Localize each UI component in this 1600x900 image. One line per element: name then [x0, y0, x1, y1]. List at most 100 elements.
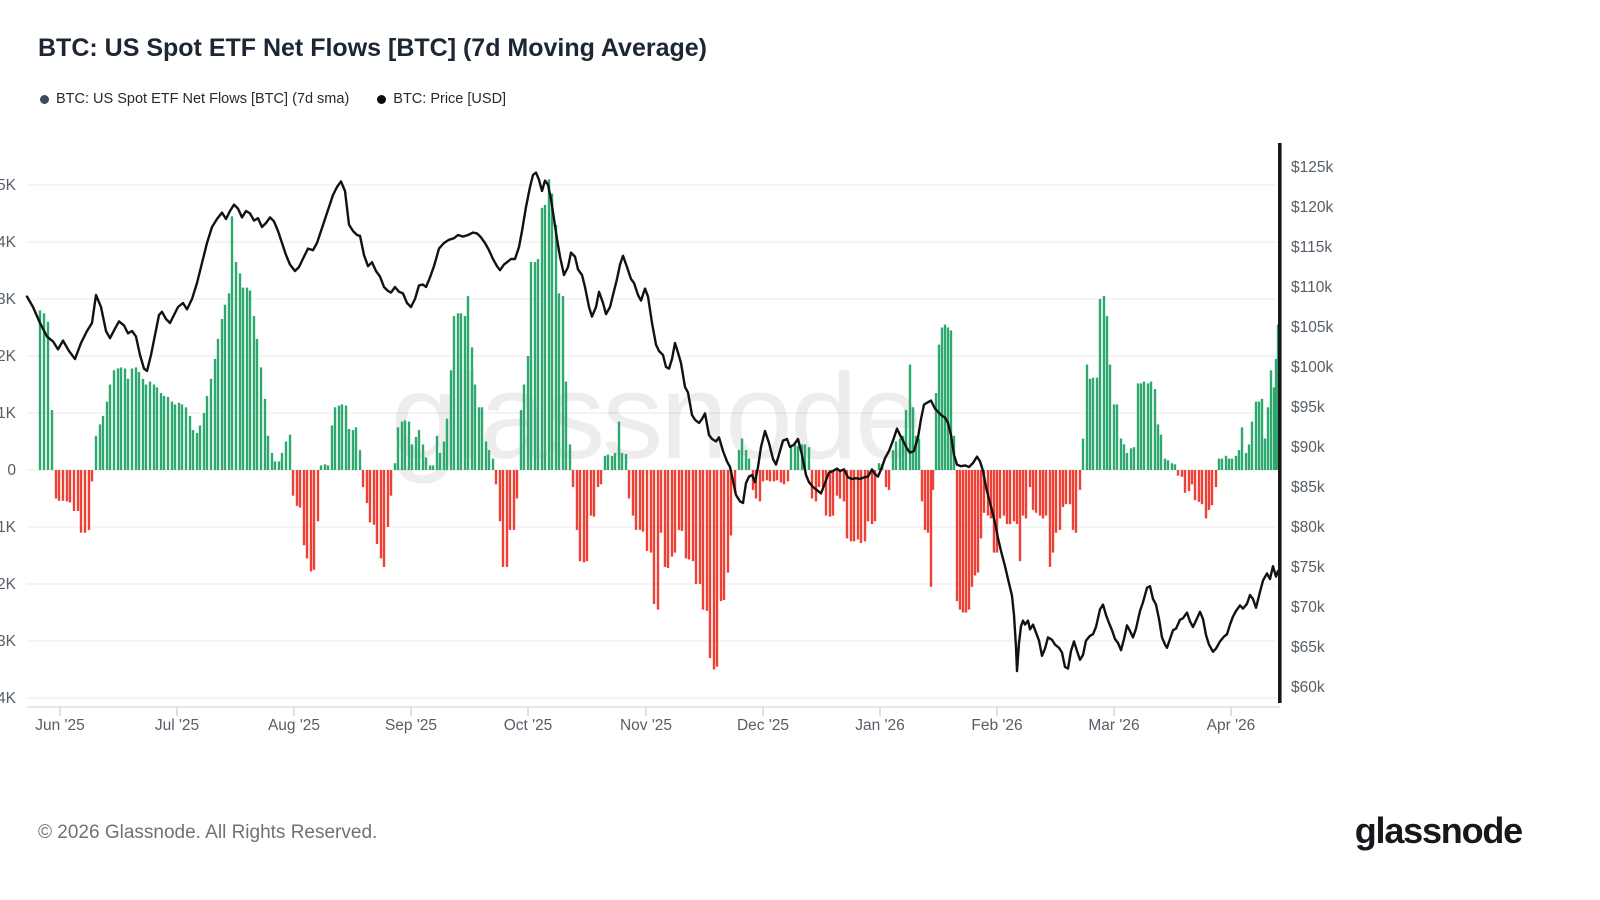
- flow-bar: [501, 470, 505, 567]
- flow-bar: [170, 401, 174, 470]
- flow-bar: [849, 470, 853, 542]
- flow-bar: [166, 397, 170, 470]
- flow-bar: [291, 470, 295, 496]
- flow-bar: [326, 465, 330, 470]
- flow-bar: [1064, 470, 1068, 505]
- flow-bar: [263, 398, 267, 471]
- flow-bar: [50, 410, 54, 470]
- flow-bar: [937, 344, 941, 470]
- flow-bar: [726, 470, 730, 573]
- flow-bar: [1207, 470, 1211, 510]
- flow-bar: [137, 372, 141, 470]
- chart-canvas[interactable]: glassnode Jun '25 Jul '25 Aug '25 Sep '25 Oct…: [0, 130, 1600, 780]
- flow-bar: [1254, 401, 1258, 470]
- flow-bar: [347, 429, 351, 470]
- flow-bar: [54, 470, 58, 499]
- flow-bar: [123, 368, 127, 470]
- y-axis-right-label: $115k: [1291, 239, 1332, 256]
- flow-bar: [403, 420, 407, 470]
- flow-bar: [659, 470, 663, 533]
- flow-bar: [449, 370, 453, 471]
- flow-bar: [340, 404, 344, 470]
- y-axis-left-label: -1K: [0, 519, 17, 536]
- flow-bar: [571, 470, 575, 488]
- flow-bar: [634, 470, 638, 530]
- flow-bar: [421, 444, 425, 471]
- flow-bar: [273, 461, 277, 470]
- flow-bar: [891, 450, 895, 470]
- legend-item-flows[interactable]: BTC: US Spot ETF Net Flows [BTC] (7d sma…: [40, 91, 349, 107]
- flow-bar: [680, 470, 684, 531]
- flow-bar: [961, 470, 965, 613]
- flow-bar: [312, 470, 316, 570]
- flow-bar: [645, 470, 649, 551]
- flow-bar: [1095, 377, 1099, 470]
- flow-bar: [917, 438, 921, 470]
- flow-bar: [1142, 381, 1146, 470]
- flow-bar: [473, 384, 477, 470]
- flow-bar: [241, 287, 245, 470]
- flow-bar: [687, 470, 691, 560]
- flow-bar: [126, 378, 130, 470]
- flow-bar: [1122, 444, 1126, 471]
- flow-bar: [1266, 407, 1270, 470]
- flow-bar: [599, 470, 603, 485]
- flow-bar: [79, 470, 83, 533]
- watermark: glassnode: [390, 348, 919, 484]
- flow-bar: [435, 435, 439, 470]
- flow-bar: [1197, 470, 1201, 502]
- legend-item-price[interactable]: BTC: Price [USD]: [377, 91, 506, 107]
- flow-bar: [1091, 377, 1095, 470]
- flow-bar: [765, 470, 769, 481]
- flow-bar: [191, 430, 195, 470]
- flow-bar: [929, 470, 933, 587]
- flow-bar: [992, 470, 996, 553]
- flow-bar: [1166, 460, 1170, 470]
- flow-bar: [779, 470, 783, 483]
- flow-bar: [533, 262, 537, 470]
- flow-bar: [955, 470, 959, 602]
- flow-bar: [1102, 296, 1106, 470]
- flow-bar: [705, 470, 709, 611]
- flow-bar: [1149, 381, 1153, 470]
- x-axis-label: Feb '26: [971, 717, 1022, 734]
- price-axis-spine: [1278, 143, 1282, 703]
- page-title: BTC: US Spot ETF Net Flows [BTC] (7d Mov…: [38, 34, 707, 62]
- flow-bar: [452, 316, 456, 470]
- flow-bar: [1012, 470, 1016, 522]
- flow-bar: [1272, 387, 1276, 470]
- flow-bar: [1058, 470, 1062, 530]
- flow-bar: [1031, 470, 1035, 510]
- flow-bar: [884, 470, 888, 488]
- flow-bar: [1244, 452, 1248, 470]
- flow-bar: [1240, 427, 1244, 471]
- x-axis-label: Aug '25: [268, 717, 320, 734]
- y-axis-left-label: -4K: [0, 690, 17, 707]
- flow-bar: [494, 470, 498, 485]
- flow-bar: [866, 470, 870, 522]
- flow-bar: [684, 470, 688, 559]
- flow-bar: [845, 470, 849, 539]
- x-axis-label: Apr '26: [1207, 717, 1256, 734]
- flow-bar: [209, 378, 213, 470]
- flow-bar: [162, 395, 166, 470]
- flow-bar: [389, 470, 393, 496]
- chart-area[interactable]: glassnode Jun '25 Jul '25 Aug '25 Sep '25 Oct…: [0, 130, 1600, 780]
- x-axis-label: Sep '25: [385, 717, 437, 734]
- flow-bar: [375, 470, 379, 545]
- flow-bar: [649, 470, 653, 553]
- flow-bar: [1078, 470, 1082, 490]
- flow-bar: [1119, 438, 1123, 470]
- flow-bar: [42, 313, 46, 471]
- flow-bar: [87, 470, 91, 530]
- legend-dot-price-icon: [377, 94, 387, 104]
- flow-bar: [666, 470, 670, 568]
- flow-bar: [904, 410, 908, 470]
- flow-bar: [245, 287, 249, 470]
- flow-bar: [1088, 378, 1092, 470]
- flow-bar: [712, 470, 716, 670]
- flow-bar: [926, 470, 930, 533]
- flow-bar: [1041, 470, 1045, 519]
- flow-bar: [337, 405, 341, 470]
- flow-bar: [1173, 464, 1177, 470]
